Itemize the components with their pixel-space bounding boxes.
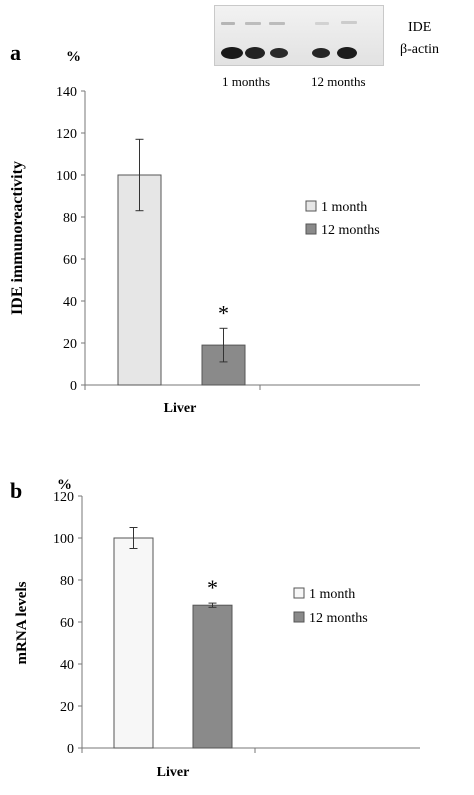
chart-b-legend-label-1-month: 1 month <box>309 587 355 602</box>
chart-b-significance-marker: * <box>207 575 218 600</box>
chart-a-y-tick-label: 120 <box>56 127 77 142</box>
panel-b-letter: b <box>10 478 23 503</box>
chart-b-y-tick-label: 60 <box>60 616 74 631</box>
chart-b-y-tick-label: 20 <box>60 700 74 715</box>
chart-a-legend-swatch-12-months <box>305 223 317 235</box>
western-blot-image <box>214 5 384 66</box>
chart-a-legend-label-12-months: 12 months <box>321 223 380 238</box>
chart-b-legend-swatch-1-month <box>293 587 305 599</box>
chart-a-y-tick-label: 40 <box>63 295 77 310</box>
chart-b-legend-swatch-12-months <box>293 611 305 623</box>
chart-a-y-tick-label: 0 <box>70 379 77 394</box>
chart-b-category-label: Liver <box>157 765 190 780</box>
blot-lane-label-12-months: 12 months <box>311 74 366 89</box>
chart-a-significance-marker: * <box>218 300 229 325</box>
chart-a-y-tick-label: 20 <box>63 337 77 352</box>
chart-a-legend-swatch-1-month <box>305 200 317 212</box>
chart-a-y-tick-label: 60 <box>63 253 77 268</box>
chart-b: 0 20 40 60 80 100 120 mRNA levels Liver 1 month 12… <box>14 490 420 780</box>
panel-b-unit: % <box>57 477 72 493</box>
chart-b-bar-1-month <box>113 537 154 749</box>
chart-a-legend-label-1-month: 1 month <box>321 200 367 215</box>
chart-a-y-tick-label: 80 <box>63 211 77 226</box>
chart-b-bar-12-months <box>192 604 233 749</box>
blot-label-ide: IDE <box>408 20 432 35</box>
chart-b-y-tick-label: 100 <box>53 532 74 547</box>
chart-b-y-tick-label: 40 <box>60 658 74 673</box>
western-blot-bands <box>215 6 383 65</box>
panel-a-letter: a <box>10 40 21 65</box>
panel-a-unit: % <box>66 49 81 65</box>
chart-a-y-axis-label: IDE immunoreactivity <box>9 161 26 315</box>
chart-a-y-tick-label: 100 <box>56 169 77 184</box>
chart-b-legend-label-12-months: 12 months <box>309 611 368 626</box>
chart-b-y-axis-label: mRNA levels <box>14 581 30 664</box>
chart-b-y-tick-label: 80 <box>60 574 74 589</box>
chart-a: 0 20 40 60 80 100 120 140 IDE immunoreactivity Li… <box>9 85 420 416</box>
blot-label-beta-actin: β-actin <box>400 42 439 57</box>
blot-lane-label-1-months: 1 months <box>222 74 271 89</box>
chart-b-y-tick-label: 120 <box>53 490 74 505</box>
chart-b-y-tick-label: 0 <box>67 742 74 757</box>
chart-a-y-tick-label: 140 <box>56 85 77 100</box>
chart-a-category-label: Liver <box>164 401 197 416</box>
